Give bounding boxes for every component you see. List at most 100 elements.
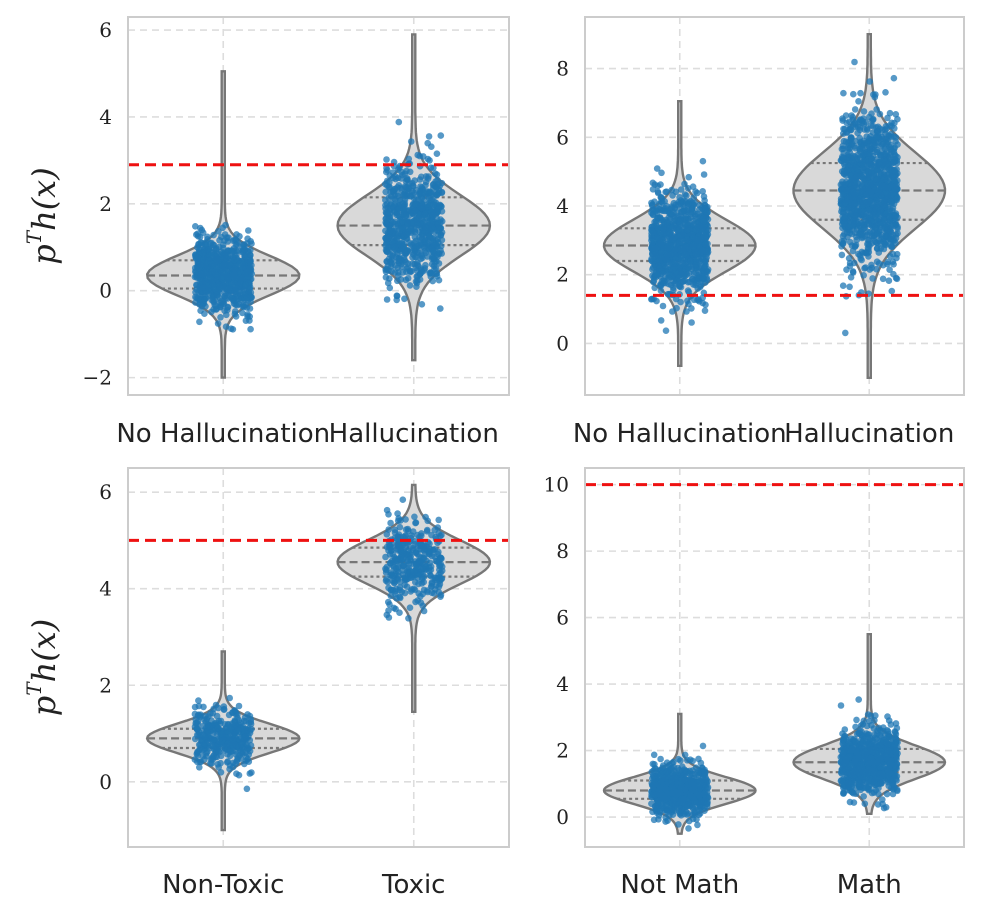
- data-point: [657, 181, 664, 188]
- data-point: [233, 241, 241, 248]
- data-point: [859, 233, 866, 241]
- data-point: [700, 275, 708, 283]
- data-point: [688, 319, 695, 326]
- data-point: [842, 329, 849, 337]
- data-point: [654, 214, 661, 222]
- data-point: [852, 164, 860, 171]
- data-point: [882, 130, 889, 138]
- data-point: [688, 778, 695, 786]
- data-point: [238, 275, 246, 282]
- data-point: [658, 169, 665, 177]
- data-point: [428, 589, 436, 596]
- data-point: [423, 214, 431, 222]
- data-point: [840, 89, 847, 97]
- data-point: [210, 231, 217, 239]
- data-point: [662, 264, 669, 272]
- data-point: [867, 179, 874, 187]
- data-point: [224, 303, 232, 311]
- data-point: [856, 148, 864, 155]
- data-point: [415, 580, 422, 588]
- data-point: [662, 795, 669, 803]
- data-point: [860, 108, 868, 115]
- data-point: [841, 214, 848, 221]
- data-point: [656, 265, 663, 272]
- data-point: [201, 269, 209, 277]
- data-point: [662, 818, 669, 825]
- data-point: [214, 724, 222, 732]
- data-point: [843, 187, 851, 194]
- data-point: [856, 126, 864, 134]
- data-point: [219, 262, 226, 270]
- data-point: [685, 288, 693, 296]
- data-point: [837, 195, 845, 203]
- data-point: [652, 765, 660, 773]
- data-point: [407, 225, 415, 232]
- data-point: [684, 185, 692, 192]
- data-point: [426, 157, 433, 164]
- data-point: [703, 800, 711, 807]
- y-tick-label: 8: [556, 57, 569, 81]
- data-point: [663, 257, 671, 264]
- data-point: [666, 210, 673, 217]
- y-tick-label: 10: [544, 473, 569, 497]
- y-tick-label: −2: [83, 366, 112, 390]
- data-point: [423, 227, 430, 235]
- y-tick-label: 4: [99, 577, 112, 601]
- x-tick-label: Hallucination: [784, 419, 954, 449]
- data-point: [867, 188, 875, 196]
- data-point: [857, 89, 864, 97]
- data-point: [406, 282, 414, 289]
- data-point: [386, 284, 394, 292]
- data-point: [681, 180, 688, 188]
- data-point: [866, 145, 873, 153]
- data-point: [677, 216, 684, 223]
- data-point: [838, 205, 846, 212]
- data-point: [397, 276, 405, 283]
- data-point: [839, 115, 846, 122]
- data-point: [222, 323, 230, 331]
- data-point: [684, 810, 692, 817]
- data-point: [202, 303, 209, 310]
- data-point: [670, 233, 678, 241]
- data-point: [694, 821, 701, 829]
- data-point: [659, 302, 667, 310]
- data-point: [391, 186, 398, 193]
- data-point: [389, 572, 396, 580]
- data-point: [385, 244, 392, 251]
- data-point: [207, 710, 214, 717]
- y-tick-label: 0: [556, 331, 569, 355]
- data-point: [404, 220, 412, 227]
- data-point: [429, 211, 437, 219]
- data-point: [405, 527, 412, 535]
- data-point: [860, 176, 868, 183]
- data-point: [224, 740, 232, 747]
- data-point: [384, 263, 392, 270]
- data-point: [196, 713, 204, 721]
- data-point: [205, 257, 213, 265]
- data-point: [234, 726, 242, 734]
- data-point: [870, 218, 878, 225]
- data-point: [234, 754, 241, 761]
- data-point: [872, 148, 879, 156]
- data-point: [416, 237, 424, 244]
- data-point: [428, 225, 435, 233]
- data-point: [838, 153, 846, 161]
- data-point: [420, 244, 428, 251]
- data-point: [243, 294, 250, 302]
- data-point: [224, 275, 232, 283]
- data-point: [885, 138, 892, 145]
- data-point: [242, 317, 250, 325]
- data-point: [219, 273, 226, 281]
- data-point: [848, 134, 855, 141]
- data-point: [687, 792, 694, 799]
- data-point: [873, 106, 880, 113]
- data-point: [863, 133, 870, 140]
- data-point: [840, 167, 848, 175]
- data-point: [202, 735, 210, 742]
- axes-frame: [584, 16, 965, 396]
- data-point: [888, 287, 896, 295]
- y-tick-label: 4: [556, 194, 569, 218]
- data-point: [886, 266, 893, 274]
